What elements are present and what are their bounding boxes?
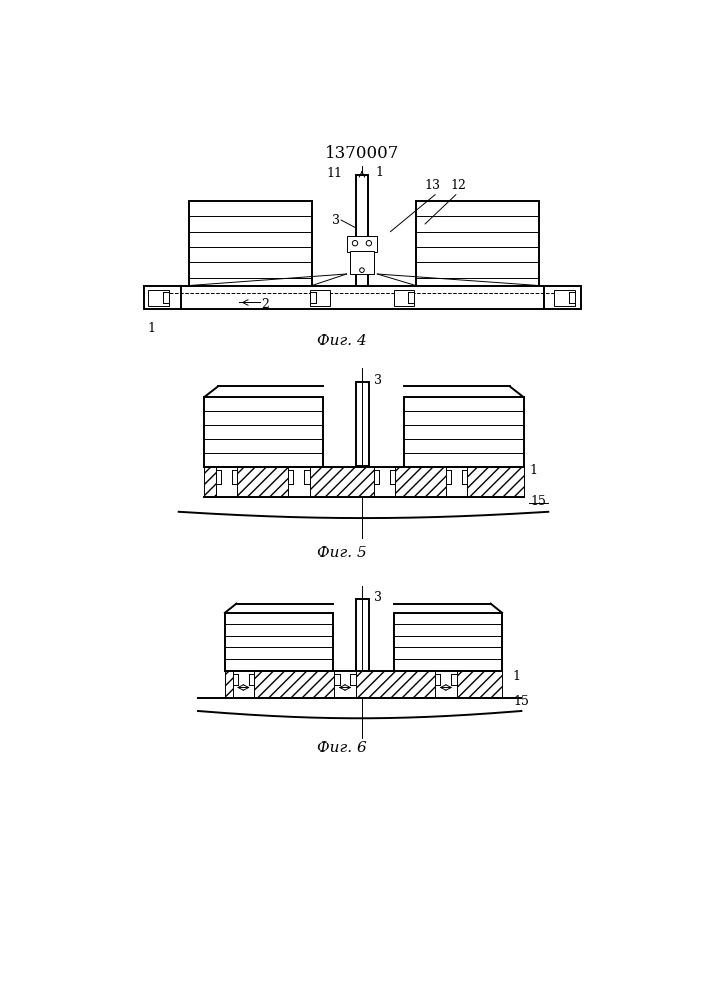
Bar: [233, 671, 254, 698]
Text: 3: 3: [373, 374, 382, 387]
Bar: [356, 382, 369, 466]
Bar: [346, 235, 378, 252]
Text: 3: 3: [373, 591, 382, 604]
Bar: [204, 466, 524, 497]
Bar: [334, 671, 356, 698]
Text: 12: 12: [450, 179, 466, 192]
Circle shape: [352, 241, 358, 246]
Bar: [435, 671, 457, 698]
Bar: [356, 599, 369, 671]
Text: 13: 13: [425, 179, 440, 192]
Circle shape: [360, 268, 364, 272]
Bar: [148, 290, 170, 306]
Bar: [350, 251, 374, 274]
Bar: [179, 286, 547, 309]
Text: 2: 2: [261, 298, 269, 311]
Text: 1370007: 1370007: [325, 145, 399, 162]
Text: 15: 15: [530, 495, 547, 508]
Bar: [204, 397, 324, 466]
Text: 1: 1: [512, 670, 520, 683]
Bar: [404, 397, 524, 466]
Text: 1: 1: [148, 322, 156, 335]
Text: 11: 11: [327, 167, 343, 180]
Text: 1: 1: [529, 464, 537, 477]
Bar: [225, 613, 333, 671]
Bar: [446, 466, 467, 497]
Bar: [225, 671, 502, 698]
Text: Фиг. 5: Фиг. 5: [317, 546, 367, 560]
Bar: [189, 201, 312, 286]
Circle shape: [366, 241, 372, 246]
Bar: [310, 290, 329, 306]
Bar: [554, 290, 575, 306]
Text: 3: 3: [332, 214, 339, 227]
Bar: [288, 466, 310, 497]
Text: Фиг. 4: Фиг. 4: [317, 334, 367, 348]
Text: 15: 15: [514, 695, 530, 708]
Bar: [356, 175, 368, 287]
Text: 1: 1: [375, 166, 383, 179]
Bar: [144, 286, 181, 309]
Bar: [216, 466, 238, 497]
Bar: [416, 201, 539, 286]
Bar: [544, 286, 581, 309]
Bar: [395, 290, 414, 306]
Text: Фиг. 6: Фиг. 6: [317, 741, 367, 755]
Bar: [373, 466, 395, 497]
Bar: [395, 613, 502, 671]
